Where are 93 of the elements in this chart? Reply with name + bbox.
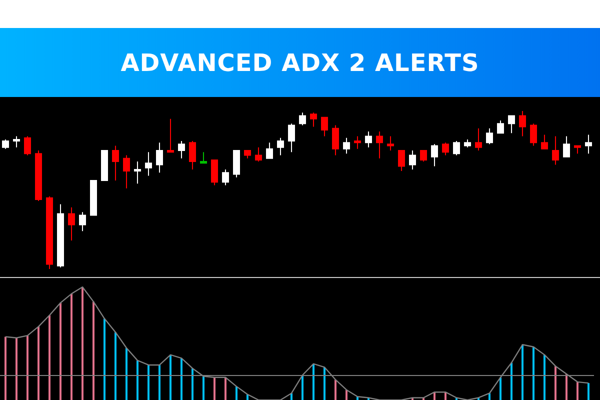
bar	[500, 377, 502, 400]
candlestick	[233, 150, 240, 178]
candlestick	[453, 140, 460, 156]
candlestick	[464, 138, 471, 148]
candlestick	[277, 137, 284, 156]
candlestick	[563, 136, 570, 158]
candlestick	[167, 118, 174, 153]
bar	[92, 302, 94, 400]
bar	[532, 346, 534, 400]
candlestick	[244, 150, 251, 159]
candlestick	[486, 128, 493, 145]
candlestick	[519, 110, 526, 137]
candlestick	[376, 131, 383, 159]
candlestick	[497, 120, 504, 134]
candlestick	[354, 136, 361, 150]
candlestick	[222, 168, 229, 186]
candlestick	[46, 196, 53, 270]
candlestick	[387, 136, 394, 151]
bar	[180, 358, 182, 400]
candlestick	[90, 180, 97, 216]
bar	[82, 287, 84, 400]
candlestick	[266, 142, 273, 159]
bar	[434, 392, 436, 400]
candlestick	[288, 123, 295, 153]
candlestick	[189, 140, 196, 170]
bar	[202, 376, 204, 400]
candlestick	[585, 134, 592, 154]
bar	[544, 354, 546, 400]
candlestick	[123, 154, 130, 189]
candlestick	[24, 136, 31, 156]
candlestick	[178, 140, 185, 159]
bar	[214, 377, 216, 400]
candlestick	[79, 212, 86, 232]
bar	[70, 294, 72, 400]
candlestick	[299, 112, 306, 126]
candlestick	[409, 150, 416, 170]
bar	[126, 348, 128, 400]
bar	[104, 318, 106, 400]
candlestick	[134, 161, 141, 184]
candlestick	[365, 131, 372, 148]
candlestick	[343, 137, 350, 154]
candlestick	[552, 136, 559, 166]
bar	[114, 332, 116, 400]
bar	[576, 382, 578, 400]
bar	[26, 336, 28, 400]
candlestick	[398, 150, 405, 172]
bar	[302, 375, 304, 400]
bar	[38, 326, 40, 400]
chart-title: ADVANCED ADX 2 ALERTS	[120, 48, 480, 76]
candlestick	[321, 116, 328, 137]
candlestick	[475, 128, 482, 151]
candlestick	[332, 124, 339, 156]
candlestick	[35, 150, 42, 202]
candlestick	[2, 138, 9, 150]
bar	[522, 344, 524, 400]
candlestick	[541, 134, 548, 150]
candlestick	[156, 142, 163, 174]
bar	[4, 336, 6, 400]
bar	[312, 364, 314, 400]
candlestick	[145, 152, 152, 176]
bar	[346, 390, 348, 400]
candlestick	[200, 152, 207, 164]
bar	[192, 368, 194, 400]
bar	[554, 366, 556, 400]
bar	[158, 364, 160, 400]
candlestick	[101, 150, 108, 182]
candlestick	[68, 206, 75, 242]
candlestick	[13, 136, 20, 148]
candlestick	[211, 159, 218, 186]
candlestick	[442, 142, 449, 156]
bar	[510, 362, 512, 400]
bar	[324, 367, 326, 400]
bar	[148, 364, 150, 400]
bar	[236, 386, 238, 400]
bar	[588, 383, 590, 400]
bar	[48, 315, 50, 400]
candlestick	[310, 112, 317, 128]
bar	[444, 392, 446, 400]
bar	[16, 338, 18, 400]
bar	[566, 374, 568, 400]
bar	[224, 377, 226, 400]
candlestick	[431, 144, 438, 167]
candlestick	[112, 145, 119, 182]
candlestick	[420, 150, 427, 162]
bar	[60, 302, 62, 400]
candlestick	[574, 145, 581, 154]
bar	[136, 360, 138, 400]
bar	[170, 354, 172, 400]
candlestick	[508, 115, 515, 134]
candlestick	[57, 204, 64, 268]
candlestick	[255, 146, 262, 162]
bar	[334, 380, 336, 400]
candlestick	[530, 123, 537, 146]
